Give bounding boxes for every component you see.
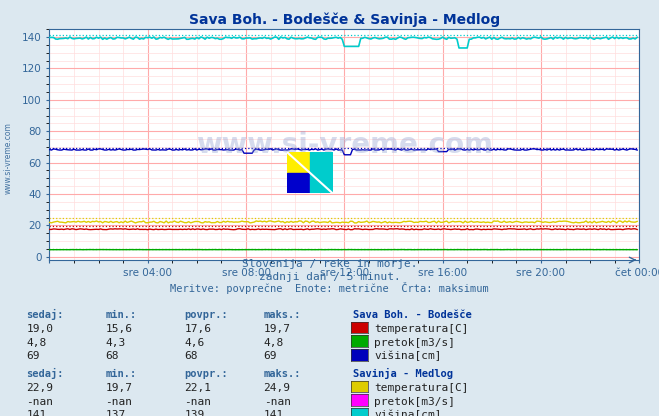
Text: pretok[m3/s]: pretok[m3/s] [374,397,455,407]
Text: pretok[m3/s]: pretok[m3/s] [374,338,455,348]
Text: Savinja - Medlog: Savinja - Medlog [353,368,453,379]
Text: višina[cm]: višina[cm] [374,351,442,362]
Text: -nan: -nan [105,397,132,407]
Text: -nan: -nan [264,397,291,407]
Text: Meritve: povprečne  Enote: metrične  Črta: maksimum: Meritve: povprečne Enote: metrične Črta:… [170,282,489,294]
Text: www.si-vreme.com: www.si-vreme.com [196,131,493,158]
Text: sedaj:: sedaj: [26,309,64,320]
Text: 4,8: 4,8 [264,338,284,348]
Text: min.:: min.: [105,310,136,320]
Text: 139: 139 [185,411,205,416]
Text: 137: 137 [105,411,126,416]
Text: 4,6: 4,6 [185,338,205,348]
Text: 19,7: 19,7 [105,383,132,393]
Text: -nan: -nan [26,397,53,407]
Text: 69: 69 [264,352,277,362]
Text: Sava Boh. - Bodešče: Sava Boh. - Bodešče [353,310,471,320]
Title: Sava Boh. - Bodešče & Savinja - Medlog: Sava Boh. - Bodešče & Savinja - Medlog [188,12,500,27]
Text: 17,6: 17,6 [185,324,212,334]
Text: povpr.:: povpr.: [185,369,228,379]
Text: 4,3: 4,3 [105,338,126,348]
Text: 141: 141 [264,411,284,416]
Text: 68: 68 [105,352,119,362]
Bar [310,173,333,193]
Text: 19,7: 19,7 [264,324,291,334]
Text: -nan: -nan [185,397,212,407]
Text: sedaj:: sedaj: [26,368,64,379]
Text: www.si-vreme.com: www.si-vreme.com [3,122,13,194]
Bar [287,173,310,193]
Text: temperatura[C]: temperatura[C] [374,324,469,334]
Text: povpr.:: povpr.: [185,310,228,320]
Text: 4,8: 4,8 [26,338,47,348]
Text: 24,9: 24,9 [264,383,291,393]
Text: 69: 69 [26,352,40,362]
Text: 22,9: 22,9 [26,383,53,393]
Text: 19,0: 19,0 [26,324,53,334]
Text: temperatura[C]: temperatura[C] [374,383,469,393]
Text: višina[cm]: višina[cm] [374,410,442,416]
Text: 141: 141 [26,411,47,416]
Text: 15,6: 15,6 [105,324,132,334]
Bar [310,152,333,173]
Text: min.:: min.: [105,369,136,379]
Text: 68: 68 [185,352,198,362]
Text: 22,1: 22,1 [185,383,212,393]
Bar [287,152,310,173]
Text: maks.:: maks.: [264,369,301,379]
Text: Slovenija / reke in morje.: Slovenija / reke in morje. [242,259,417,269]
Text: maks.:: maks.: [264,310,301,320]
Text: zadnji dan / 5 minut.: zadnji dan / 5 minut. [258,272,401,282]
